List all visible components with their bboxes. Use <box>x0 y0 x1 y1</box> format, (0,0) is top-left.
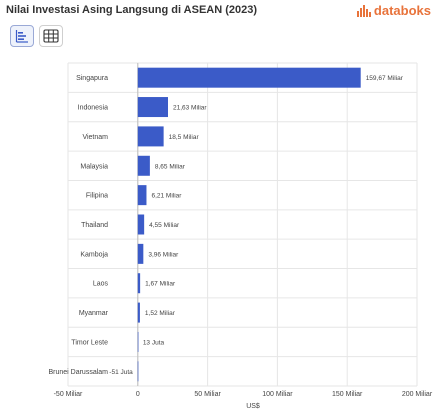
bar <box>137 97 168 118</box>
category-label: Vietnam <box>82 134 108 141</box>
category-label: Thailand <box>81 222 108 229</box>
table-grid-icon <box>43 29 59 43</box>
grid-lines <box>67 62 418 387</box>
bar <box>137 243 144 264</box>
table-view-button[interactable] <box>39 25 63 47</box>
x-tick-label: 0 <box>136 391 140 398</box>
data-label: 13 Juta <box>143 339 165 346</box>
labels: -50 Miliar 0 50 Miliar 100 Miliar 150 Miliar… <box>48 75 432 398</box>
category-label: Myanmar <box>79 310 109 317</box>
x-axis-title: US$ <box>246 403 260 410</box>
bar <box>137 273 141 294</box>
data-label: 4,55 Miliar <box>149 222 180 229</box>
category-label: Laos <box>93 281 109 288</box>
category-label: Indonesia <box>78 105 108 112</box>
data-label: 1,67 Miliar <box>145 281 176 288</box>
bars <box>137 67 361 382</box>
data-label: 8,65 Miliar <box>155 163 186 170</box>
data-label: 1,52 Miliar <box>145 310 176 317</box>
x-tick-label: 200 Miliar <box>402 391 433 398</box>
bar <box>137 214 145 235</box>
x-tick-label: 100 Miliar <box>262 391 293 398</box>
category-label: Filipina <box>86 193 108 200</box>
bar-chart-icon <box>15 30 28 43</box>
brand-name: databoks <box>373 3 431 18</box>
bar <box>137 361 139 382</box>
x-tick-label: 150 Miliar <box>332 391 363 398</box>
bar <box>137 185 147 206</box>
bar <box>137 126 164 147</box>
category-label: Malaysia <box>80 163 108 170</box>
category-label: Timor Leste <box>71 339 108 346</box>
data-label: -51 Juta <box>109 369 133 376</box>
databoks-logo-icon <box>356 4 371 17</box>
bar <box>137 155 150 176</box>
data-label: 159,67 Miliar <box>366 75 404 82</box>
bar <box>137 331 139 352</box>
data-label: 6,21 Miliar <box>151 193 182 200</box>
chart-view-button[interactable] <box>10 25 34 47</box>
bar <box>137 302 140 323</box>
data-label: 21,63 Miliar <box>173 105 207 112</box>
bar <box>137 67 361 88</box>
data-label: 18,5 Miliar <box>169 134 200 141</box>
x-tick-label: -50 Miliar <box>54 391 83 398</box>
x-tick-label: 50 Miliar <box>194 391 221 398</box>
category-label: Kamboja <box>80 251 108 258</box>
data-label: 3,96 Miliar <box>148 251 179 258</box>
category-label: Brunei Darussalam <box>48 369 108 376</box>
chart-title: Nilai Investasi Asing Langsung di ASEAN … <box>6 4 258 16</box>
category-label: Singapura <box>76 75 108 82</box>
brand-logo[interactable]: databoks <box>356 3 431 18</box>
